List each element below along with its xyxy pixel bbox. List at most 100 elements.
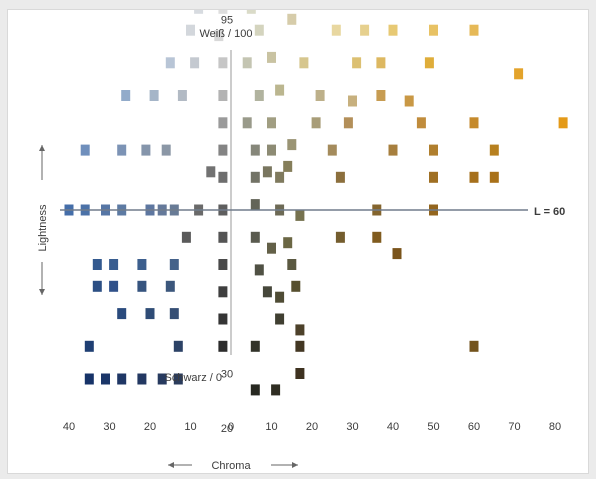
color-swatch-point	[181, 231, 191, 243]
color-swatch-point	[218, 340, 228, 352]
color-swatch-point	[283, 160, 293, 172]
y-tick-label: 20	[221, 423, 233, 435]
color-swatch-point	[218, 286, 228, 298]
x-tick-label: 30	[103, 421, 115, 433]
color-swatch-point	[109, 280, 119, 292]
x-tick-label: 10	[184, 421, 196, 433]
color-swatch-point	[283, 237, 293, 249]
x-tick-label: 40	[387, 421, 399, 433]
color-swatch-point	[165, 280, 175, 292]
color-swatch-point	[254, 90, 264, 101]
x-tick-label: 10	[265, 421, 277, 433]
bottom-label: Schwarz / 0	[165, 372, 222, 384]
color-swatch-point	[469, 117, 479, 129]
y-axis-title: Lightness	[37, 145, 49, 295]
color-swatch-point	[271, 384, 281, 396]
color-swatch-point	[141, 144, 151, 156]
color-swatch-point	[250, 231, 260, 243]
x-tick-label: 0	[228, 421, 234, 433]
x-axis-title: Chroma	[168, 460, 298, 472]
color-swatch-point	[157, 373, 167, 385]
lightness-up-arrow-head	[39, 145, 45, 151]
color-swatch-point	[295, 324, 305, 336]
color-swatch-point	[331, 24, 341, 36]
color-swatch-point	[404, 95, 414, 107]
color-swatch-point	[469, 340, 479, 352]
color-swatch-point	[429, 171, 438, 183]
color-swatch-point	[262, 166, 272, 178]
color-swatch-point	[469, 171, 479, 183]
x-tick-label: 50	[427, 421, 439, 433]
color-swatch-point	[469, 24, 479, 36]
color-swatch-point	[315, 90, 325, 101]
color-swatch-point	[117, 308, 127, 320]
color-swatch-point	[218, 231, 228, 243]
color-swatch-point	[267, 242, 276, 254]
y-axis-label: Lightness	[37, 204, 49, 252]
color-swatch-point	[250, 199, 260, 211]
color-swatch-point	[424, 57, 434, 69]
x-tick-label: 20	[144, 421, 156, 433]
color-swatch-point	[218, 90, 228, 101]
color-swatch-point	[117, 373, 127, 385]
color-swatch-point	[92, 259, 102, 270]
color-swatch-point	[117, 144, 127, 156]
color-swatch-point	[287, 139, 297, 151]
x-tick-label: 40	[63, 421, 75, 433]
x-tick-label: 20	[306, 421, 318, 433]
color-swatch-point	[218, 57, 228, 69]
color-swatch-point	[186, 24, 195, 36]
y-tick-label: 95	[221, 14, 233, 26]
color-swatch-point	[267, 117, 276, 129]
color-swatch-point	[489, 171, 499, 183]
color-swatch-point	[299, 57, 309, 69]
top-label: Weiß / 100	[200, 28, 253, 40]
color-swatch-point	[254, 24, 264, 36]
color-swatch-point	[194, 10, 204, 14]
color-swatch-point	[206, 166, 216, 178]
x-tick-label: 60	[468, 421, 480, 433]
color-swatch-point	[372, 231, 382, 243]
color-swatch-point	[291, 280, 301, 292]
color-swatch-point	[218, 259, 228, 270]
color-swatch-point	[250, 384, 260, 396]
color-swatch-point	[242, 57, 252, 69]
x-tick-labels: 40 30 20 10 0 10 20 30 40 50 60 70 80	[63, 421, 561, 433]
color-swatch-point	[335, 231, 345, 243]
color-swatch-point	[267, 144, 276, 156]
color-swatch-point	[388, 24, 398, 36]
color-swatch-point	[489, 144, 499, 156]
y-tick-labels: 95302010	[221, 14, 233, 435]
color-swatch-point	[145, 308, 155, 320]
color-swatch-point	[218, 10, 228, 14]
color-swatch-point	[161, 144, 171, 156]
y-tick-label: 30	[221, 369, 233, 381]
color-swatch-point	[214, 30, 224, 42]
x-tick-label: 70	[508, 421, 520, 433]
color-swatch-point	[287, 13, 297, 25]
color-swatch-point	[84, 340, 94, 352]
color-swatch-point	[173, 373, 183, 385]
color-swatch-point	[558, 117, 568, 129]
color-swatch-point	[327, 144, 337, 156]
color-swatch-point	[173, 340, 183, 352]
color-swatch-point	[295, 209, 305, 221]
color-swatch-point	[335, 171, 345, 183]
color-swatch-point	[250, 171, 260, 183]
color-swatch-point	[295, 368, 305, 379]
color-swatch-point	[514, 68, 524, 80]
color-swatch-point	[376, 57, 386, 69]
color-swatch-point	[165, 57, 175, 69]
color-swatch-point	[287, 259, 297, 270]
color-swatch-point	[343, 117, 353, 129]
reference-line-label: L = 60	[534, 206, 565, 218]
color-swatch-point	[275, 291, 285, 303]
color-swatch-point	[246, 10, 256, 14]
color-swatch-point	[275, 313, 285, 325]
color-swatch-point	[250, 340, 260, 352]
color-swatch-point	[80, 144, 90, 156]
x-axis-label: Chroma	[211, 460, 251, 472]
color-swatch-point	[101, 373, 110, 385]
color-swatch-point	[121, 90, 131, 101]
lightness-down-arrow-head	[39, 289, 45, 295]
